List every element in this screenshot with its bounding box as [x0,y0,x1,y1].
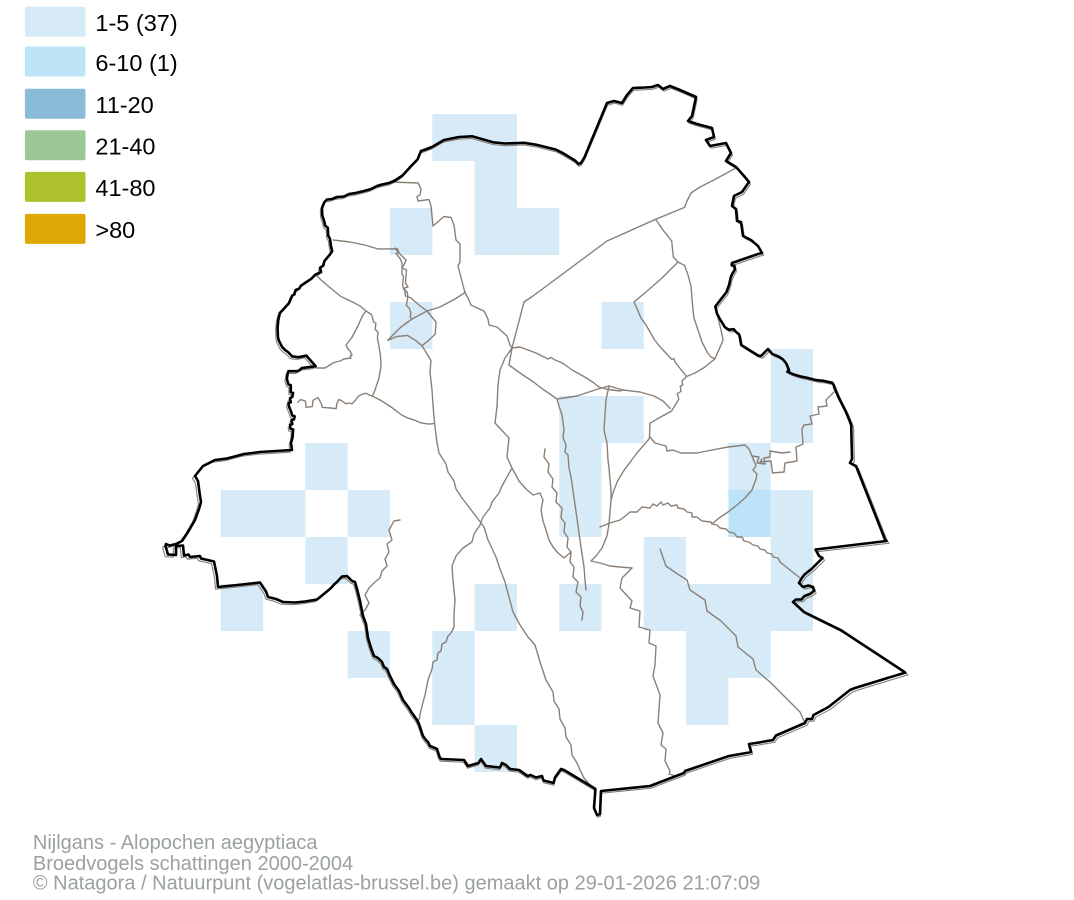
svg-text:11-20: 11-20 [95,92,153,118]
svg-text:1-5 (37): 1-5 (37) [95,10,177,36]
svg-text:Nijlgans - Alopochen aegyptiac: Nijlgans - Alopochen aegyptiaca [33,832,319,854]
svg-text:>80: >80 [95,217,135,243]
svg-text:Broedvogels schattingen 2000-2: Broedvogels schattingen 2000-2004 [33,853,353,875]
svg-text:© Natagora / Natuurpunt (vogel: © Natagora / Natuurpunt (vogelatlas-brus… [33,873,760,895]
svg-text:21-40: 21-40 [95,134,155,160]
svg-text:41-80: 41-80 [95,175,155,201]
svg-text:6-10 (1): 6-10 (1) [95,50,177,76]
